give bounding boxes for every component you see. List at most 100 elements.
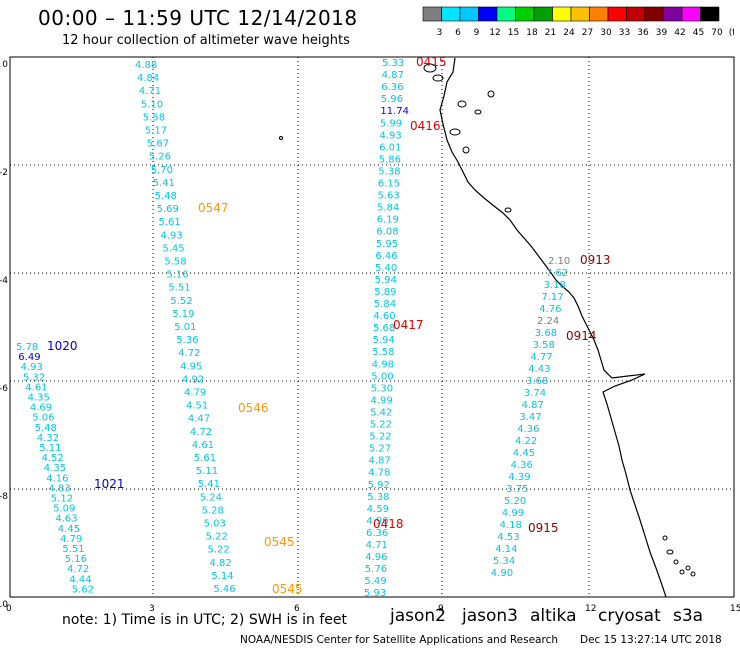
y-tick-label: -2 [0, 168, 8, 178]
satellite-label-jason3: jason3 [462, 606, 518, 626]
wave-height-value: 5.42 [370, 408, 392, 419]
wave-height-value: 5.26 [149, 152, 171, 163]
wave-height-value: 3.18 [544, 280, 566, 291]
wave-height-value: 4.72 [178, 348, 200, 359]
note-text: note: 1) Time is in UTC; 2) SWH is in fe… [62, 612, 348, 628]
island-outline [666, 549, 674, 555]
scale-tick-label: 15 [508, 28, 519, 38]
wave-height-value: 4.72 [67, 564, 89, 575]
wave-height-value: 4.45 [58, 524, 80, 535]
wave-height-value: 5.22 [370, 420, 392, 431]
wave-height-value: 5.69 [157, 204, 179, 215]
wave-height-value: 4.99 [371, 395, 393, 406]
wave-height-value: 3.68 [526, 376, 548, 387]
satellite-label-cryosat: cryosat [598, 606, 661, 626]
wave-height-value: 4.44 [69, 574, 91, 585]
wave-height-value: 5.58 [143, 112, 165, 123]
scale-tick-label: 36 [637, 28, 649, 38]
y-tick-label: -10 [0, 600, 8, 610]
scale-tick-label: 42 [674, 28, 685, 38]
scale-tick-label: 9 [474, 28, 480, 38]
wave-height-value: 5.22 [208, 545, 230, 556]
wave-height-value: 5.06 [32, 413, 54, 424]
wave-height-value: 5.86 [379, 154, 401, 165]
wave-height-value: 4.59 [367, 504, 389, 515]
scale-tick-label: 30 [600, 28, 612, 38]
wave-height-value: 5.34 [493, 556, 515, 567]
pass-time-label: 0547 [198, 201, 229, 215]
wave-height-value: 4.69 [30, 403, 52, 414]
wave-height-value: 5.16 [166, 270, 188, 281]
wave-height-value: 6.36 [381, 82, 403, 93]
wave-height-value: 5.36 [176, 335, 198, 346]
wave-height-value: 5.14 [211, 571, 233, 582]
pass-time-label: 0914 [566, 329, 597, 343]
pass-time-label: 0915 [528, 521, 559, 535]
wave-height-value: 4.32 [37, 433, 59, 444]
island-outline [457, 100, 467, 108]
page-subtitle: 12 hour collection of altimeter wave hei… [62, 33, 350, 48]
wave-height-value: 11.74 [380, 106, 409, 117]
wave-height-value: 5.41 [153, 178, 175, 189]
wave-height-value: 5.58 [372, 347, 394, 358]
wave-height-value: 4.16 [46, 473, 68, 484]
wave-height-value: 4.79 [184, 388, 206, 399]
scale-tick-label: 3 [437, 28, 443, 38]
wave-height-value: 5.58 [164, 257, 186, 268]
island-outline [487, 90, 495, 98]
scale-tick-label: 27 [582, 28, 593, 38]
wave-height-value: 5.94 [373, 335, 395, 346]
wave-height-value: 5.49 [364, 576, 386, 587]
island-outline [449, 128, 461, 136]
wave-height-value: 7.17 [541, 292, 563, 303]
wave-height-value: 5.67 [147, 139, 169, 150]
satellite-label-altika: altika [530, 606, 577, 626]
wave-height-value: 4.96 [365, 552, 387, 563]
wave-height-value: 5.03 [204, 519, 226, 530]
wave-height-value: 5.33 [382, 58, 404, 69]
wave-height-value: 5.96 [381, 94, 403, 105]
y-tick-label: -6 [0, 384, 8, 394]
pass-time-label: 1021 [94, 477, 125, 491]
wave-height-value: 3.47 [519, 412, 541, 423]
wave-height-value: 4.78 [368, 468, 390, 479]
wave-height-value: 4.39 [508, 472, 530, 483]
scale-tick-label: (ft) [729, 28, 734, 38]
scale-tick-label: 21 [545, 28, 556, 38]
x-tick-label: 12 [585, 604, 596, 614]
wave-height-value: 6.08 [376, 227, 398, 238]
wave-height-value: 3.75 [506, 484, 528, 495]
wave-height-value: 5.89 [374, 287, 396, 298]
wave-height-value: 4.87 [369, 456, 391, 467]
wave-height-value: 5.78 [16, 342, 38, 353]
wave-height-value: 5.93 [364, 588, 386, 599]
scale-tick-label: 70 [711, 28, 723, 38]
island-outline [423, 63, 437, 73]
pass-time-label: 0416 [410, 119, 441, 133]
wave-height-value: 5.45 [162, 243, 184, 254]
wave-height-value: 4.45 [513, 448, 535, 459]
wave-height-value: 5.40 [375, 263, 397, 274]
scale-tick-label: 45 [693, 28, 704, 38]
wave-height-value: 4.83 [49, 483, 71, 494]
y-tick-label: -4 [0, 276, 8, 286]
wave-height-value: 5.52 [170, 296, 192, 307]
wave-height-value: 4.82 [210, 558, 232, 569]
pass-time-label: 0913 [580, 253, 611, 267]
wave-height-value: 4.36 [511, 460, 533, 471]
wave-height-value: 4.52 [42, 453, 64, 464]
wave-height-value: 3.58 [533, 340, 555, 351]
pass-time-label: 0415 [416, 55, 447, 69]
x-tick-label: 0 [6, 604, 12, 614]
wave-height-value: 4.36 [517, 424, 539, 435]
wave-height-value: 5.27 [369, 444, 391, 455]
page-title: 00:00 – 11:59 UTC 12/14/2018 [38, 6, 358, 30]
y-tick-label: -8 [0, 492, 8, 502]
x-tick-label: 9 [438, 604, 444, 614]
wave-height-value: 4.87 [522, 400, 544, 411]
wave-height-value: 5.70 [151, 165, 173, 176]
wave-height-value: 6.19 [377, 215, 399, 226]
wave-height-value: 5.17 [145, 126, 167, 137]
pass-time-label: 0418 [373, 517, 404, 531]
